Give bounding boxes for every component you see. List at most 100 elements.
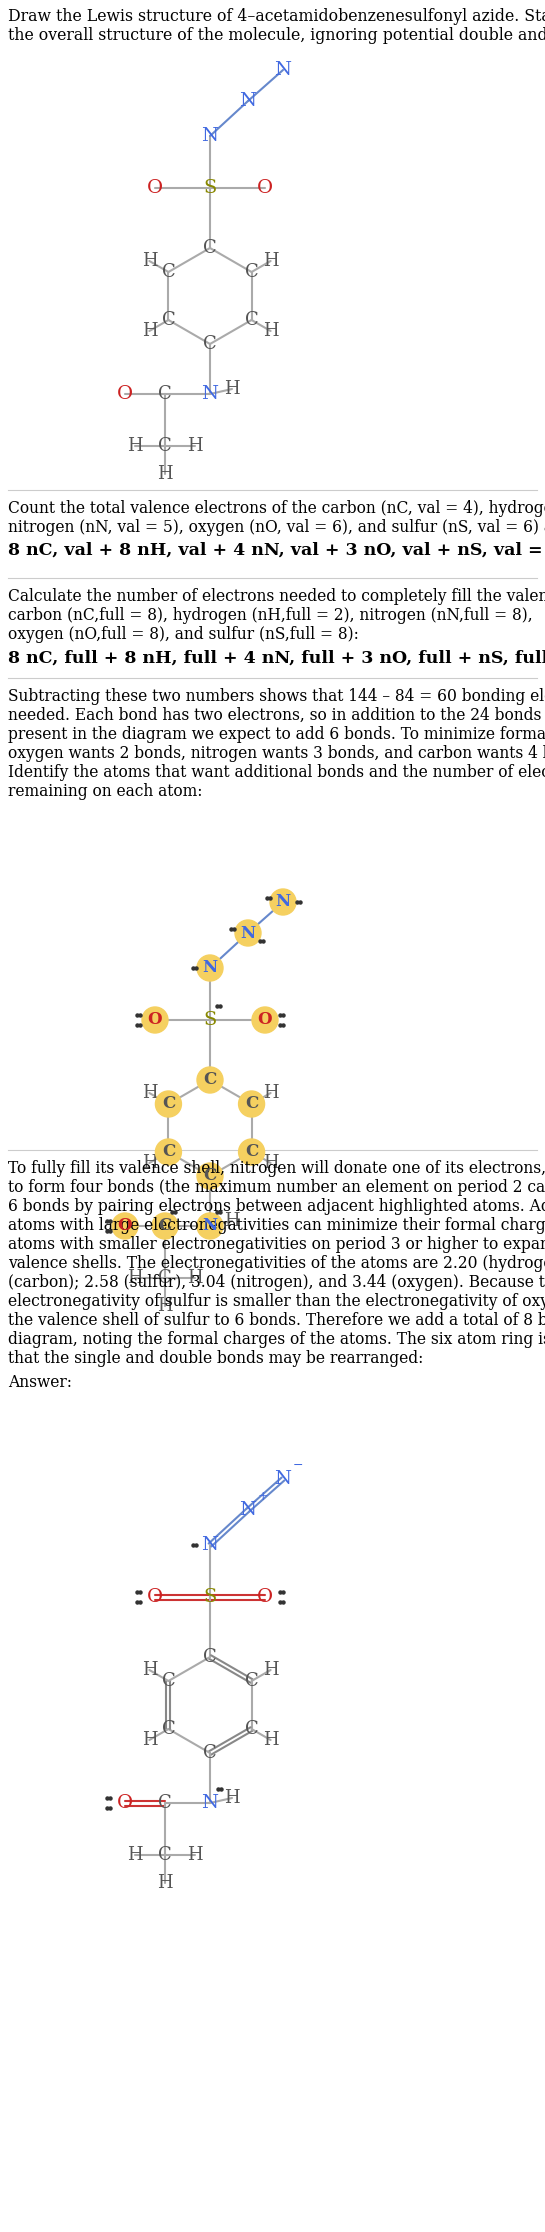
Circle shape (239, 1138, 264, 1165)
Circle shape (197, 1212, 223, 1239)
Text: H: H (263, 1732, 278, 1750)
Text: O: O (117, 1795, 133, 1812)
Text: N: N (275, 893, 290, 911)
Text: H: H (127, 1846, 143, 1864)
Text: H: H (157, 1297, 173, 1315)
Text: C: C (245, 1096, 258, 1112)
Text: H: H (157, 464, 173, 482)
Text: electronegativity of sulfur is smaller than the electronegativity of oxygen, exp: electronegativity of sulfur is smaller t… (8, 1292, 545, 1310)
Text: C: C (245, 310, 258, 328)
Text: C: C (161, 1672, 175, 1690)
Text: atoms with smaller electronegativities on period 3 or higher to expand their: atoms with smaller electronegativities o… (8, 1237, 545, 1252)
Text: N: N (202, 127, 219, 145)
Text: atoms with large electronegativities can minimize their formal charge by forcing: atoms with large electronegativities can… (8, 1216, 545, 1234)
Text: diagram, noting the formal charges of the atoms. The six atom ring is aromatic, : diagram, noting the formal charges of th… (8, 1330, 545, 1348)
Text: nitrogen (nN, val = 5), oxygen (nO, val = 6), and sulfur (nS, val = 6) atoms:: nitrogen (nN, val = 5), oxygen (nO, val … (8, 520, 545, 536)
Text: 8 nC, full + 8 nH, full + 4 nN, full + 3 nO, full + nS, full = 144: 8 nC, full + 8 nH, full + 4 nN, full + 3… (8, 650, 545, 667)
Text: H: H (142, 1154, 157, 1172)
Text: valence shells. The electronegativities of the atoms are 2.20 (hydrogen), 2.55: valence shells. The electronegativities … (8, 1254, 545, 1272)
Text: S: S (203, 1011, 216, 1029)
Text: C: C (203, 239, 217, 257)
Text: C: C (245, 263, 258, 281)
Text: O: O (118, 1216, 132, 1234)
Text: N: N (202, 1795, 219, 1812)
Text: H: H (263, 1085, 278, 1103)
Text: N: N (202, 1536, 219, 1553)
Text: Count the total valence electrons of the carbon (nC, val = 4), hydrogen (nH, val: Count the total valence electrons of the… (8, 500, 545, 518)
Text: C: C (158, 384, 172, 404)
Text: C: C (203, 335, 217, 353)
Text: N: N (275, 1471, 292, 1489)
Text: O: O (147, 179, 163, 196)
Text: C: C (161, 263, 175, 281)
Text: that the single and double bonds may be rearranged:: that the single and double bonds may be … (8, 1350, 423, 1366)
Text: O: O (257, 1587, 273, 1607)
Text: N: N (275, 60, 292, 78)
Text: H: H (224, 379, 240, 397)
Text: C: C (158, 1270, 172, 1288)
Circle shape (155, 1138, 181, 1165)
Circle shape (239, 1091, 264, 1116)
Text: N: N (202, 384, 219, 404)
Text: Subtracting these two numbers shows that 144 – 84 = 60 bonding electrons are: Subtracting these two numbers shows that… (8, 687, 545, 705)
Text: H: H (187, 1270, 203, 1288)
Text: present in the diagram we expect to add 6 bonds. To minimize formal charge: present in the diagram we expect to add … (8, 725, 545, 743)
Text: N: N (202, 960, 217, 978)
Text: C: C (158, 1795, 172, 1812)
Text: carbon (nC,full = 8), hydrogen (nH,full = 2), nitrogen (nN,full = 8),: carbon (nC,full = 8), hydrogen (nH,full … (8, 607, 532, 625)
Text: H: H (224, 1790, 240, 1808)
Text: H: H (187, 437, 203, 455)
Text: Draw the Lewis structure of 4–acetamidobenzenesulfonyl azide. Start by drawing: Draw the Lewis structure of 4–acetamidob… (8, 9, 545, 25)
Text: H: H (127, 437, 143, 455)
Text: needed. Each bond has two electrons, so in addition to the 24 bonds already: needed. Each bond has two electrons, so … (8, 708, 545, 723)
Text: H: H (127, 1270, 143, 1288)
Text: O: O (258, 1011, 272, 1029)
Circle shape (197, 1067, 223, 1094)
Text: C: C (158, 437, 172, 455)
Text: the overall structure of the molecule, ignoring potential double and triple bond: the overall structure of the molecule, i… (8, 27, 545, 45)
Text: H: H (263, 1154, 278, 1172)
Text: H: H (142, 1085, 157, 1103)
Text: O: O (147, 1587, 163, 1607)
Text: C: C (161, 310, 175, 328)
Text: H: H (224, 1212, 240, 1230)
Text: H: H (263, 321, 278, 339)
Text: H: H (142, 1661, 157, 1678)
Text: −: − (293, 1457, 303, 1471)
Text: C: C (162, 1143, 175, 1161)
Text: oxygen wants 2 bonds, nitrogen wants 3 bonds, and carbon wants 4 bonds.: oxygen wants 2 bonds, nitrogen wants 3 b… (8, 745, 545, 761)
Text: Calculate the number of electrons needed to completely fill the valence shells f: Calculate the number of electrons needed… (8, 587, 545, 605)
Text: C: C (159, 1216, 172, 1234)
Text: (carbon); 2.58 (sulfur), 3.04 (nitrogen), and 3.44 (oxygen). Because the: (carbon); 2.58 (sulfur), 3.04 (nitrogen)… (8, 1274, 545, 1290)
Text: C: C (245, 1672, 258, 1690)
Circle shape (142, 1007, 168, 1033)
Text: H: H (263, 252, 278, 270)
Text: O: O (257, 179, 273, 196)
Text: N: N (240, 924, 256, 942)
Text: C: C (203, 1071, 216, 1089)
Text: H: H (142, 1732, 157, 1750)
Text: N: N (239, 92, 257, 109)
Text: Identify the atoms that want additional bonds and the number of electrons: Identify the atoms that want additional … (8, 763, 545, 781)
Text: C: C (245, 1721, 258, 1739)
Circle shape (155, 1091, 181, 1116)
Circle shape (112, 1212, 138, 1239)
Circle shape (197, 955, 223, 982)
Text: C: C (203, 1647, 217, 1665)
Text: S: S (203, 179, 216, 196)
Text: H: H (187, 1846, 203, 1864)
Text: 6 bonds by pairing electrons between adjacent highlighted atoms. Additionally,: 6 bonds by pairing electrons between adj… (8, 1199, 545, 1214)
Text: Answer:: Answer: (8, 1375, 72, 1391)
Text: O: O (148, 1011, 162, 1029)
Text: C: C (245, 1143, 258, 1161)
Text: to form four bonds (the maximum number an element on period 2 can form). Add: to form four bonds (the maximum number a… (8, 1178, 545, 1196)
Circle shape (152, 1212, 178, 1239)
Text: the valence shell of sulfur to 6 bonds. Therefore we add a total of 8 bonds to t: the valence shell of sulfur to 6 bonds. … (8, 1312, 545, 1328)
Circle shape (252, 1007, 278, 1033)
Text: C: C (161, 1721, 175, 1739)
Text: C: C (203, 1167, 216, 1185)
Text: oxygen (nO,full = 8), and sulfur (nS,full = 8):: oxygen (nO,full = 8), and sulfur (nS,ful… (8, 625, 359, 643)
Text: S: S (203, 1587, 216, 1607)
Text: O: O (117, 384, 133, 404)
Circle shape (197, 1163, 223, 1190)
